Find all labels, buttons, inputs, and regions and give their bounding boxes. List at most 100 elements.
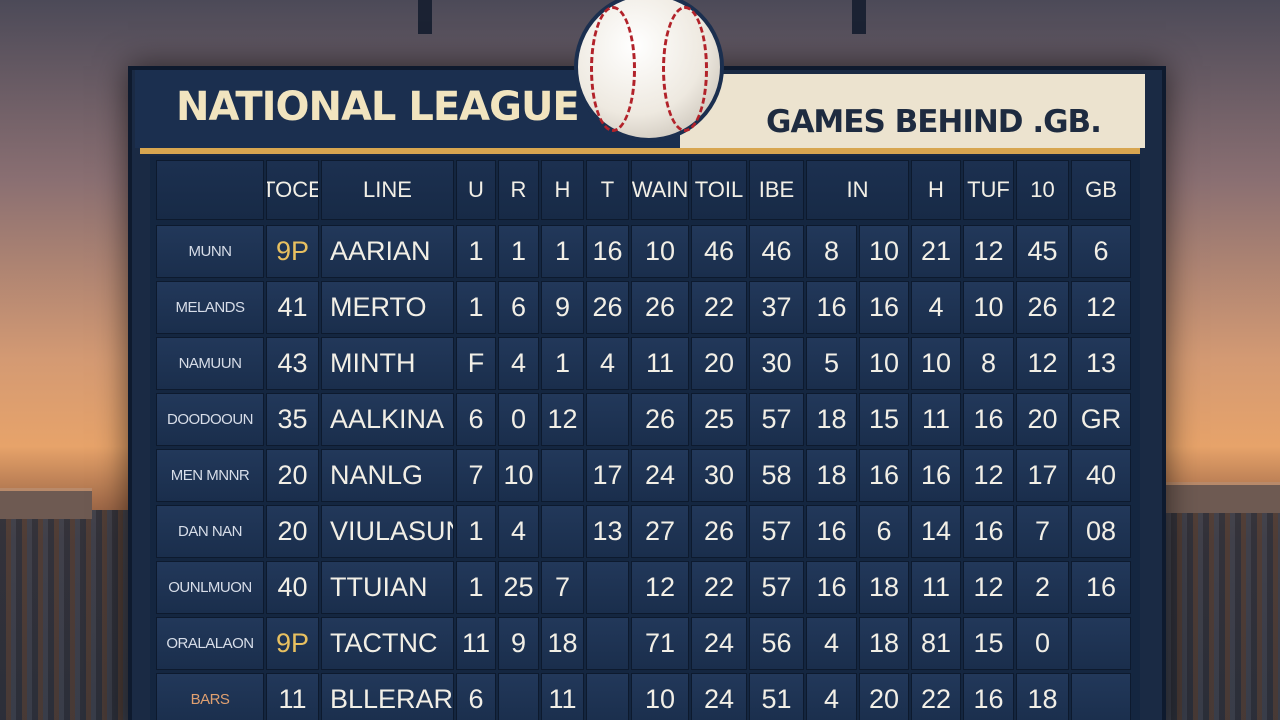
team-name: MELANDS xyxy=(156,281,264,334)
stat-cell: 16 xyxy=(963,505,1014,558)
stat-cell: 1 xyxy=(456,281,496,334)
stat-cell: 9P xyxy=(266,617,319,670)
roof-left xyxy=(0,488,92,519)
stat-cell: GR xyxy=(1071,393,1131,446)
seam xyxy=(662,6,708,132)
stat-cell: 08 xyxy=(1071,505,1131,558)
stat-cell: 18 xyxy=(541,617,584,670)
column-header: TOCE xyxy=(266,160,319,220)
stat-cell: 24 xyxy=(691,673,747,720)
stat-cell: 12 xyxy=(963,225,1014,278)
stat-cell: 16 xyxy=(806,281,857,334)
stat-cell: 25 xyxy=(498,561,539,614)
post xyxy=(852,0,866,34)
stat-cell: 0 xyxy=(498,393,539,446)
stat-cell: 14 xyxy=(911,505,961,558)
stat-cell: 10 xyxy=(631,225,689,278)
stat-cell: 13 xyxy=(586,505,629,558)
stat-cell: 10 xyxy=(963,281,1014,334)
team-line: MERTO xyxy=(321,281,454,334)
stat-cell: 56 xyxy=(749,617,804,670)
post xyxy=(418,0,432,34)
gold-trim xyxy=(140,148,1140,154)
stat-cell: 17 xyxy=(1016,449,1069,502)
stat-cell: 46 xyxy=(691,225,747,278)
stat-cell: 12 xyxy=(1016,337,1069,390)
stat-cell: 9P xyxy=(266,225,319,278)
stat-cell: 10 xyxy=(911,337,961,390)
stat-cell: 24 xyxy=(691,617,747,670)
stat-cell: 7 xyxy=(541,561,584,614)
stat-cell xyxy=(586,617,629,670)
stat-cell xyxy=(586,561,629,614)
team-line: MINTH xyxy=(321,337,454,390)
stat-cell: 20 xyxy=(266,505,319,558)
stat-cell: 22 xyxy=(691,561,747,614)
stat-cell: 1 xyxy=(456,505,496,558)
team-line: TACTNC xyxy=(321,617,454,670)
stat-cell: F xyxy=(456,337,496,390)
stat-cell: 20 xyxy=(691,337,747,390)
stat-cell: 6 xyxy=(456,393,496,446)
team-name: DOODOOUN xyxy=(156,393,264,446)
stat-cell: 16 xyxy=(806,505,857,558)
stat-cell: 40 xyxy=(1071,449,1131,502)
column-header: WAIN xyxy=(631,160,689,220)
stat-cell: 15 xyxy=(963,617,1014,670)
stat-cell: 1 xyxy=(456,561,496,614)
column-header: R xyxy=(498,160,539,220)
stat-cell: 1 xyxy=(541,225,584,278)
stat-cell: 26 xyxy=(631,393,689,446)
column-header: GB xyxy=(1071,160,1131,220)
team-line: AARIAN xyxy=(321,225,454,278)
stat-cell: 16 xyxy=(963,673,1014,720)
stat-cell: 37 xyxy=(749,281,804,334)
stat-cell: 81 xyxy=(911,617,961,670)
column-header: TOIL xyxy=(691,160,747,220)
stat-cell: 10 xyxy=(631,673,689,720)
stat-cell: 16 xyxy=(1071,561,1131,614)
stat-cell: 6 xyxy=(498,281,539,334)
stat-cell: 1 xyxy=(541,337,584,390)
team-line: BLLERAR xyxy=(321,673,454,720)
stat-cell: 20 xyxy=(266,449,319,502)
stat-cell: 27 xyxy=(631,505,689,558)
stat-cell: 16 xyxy=(806,561,857,614)
stat-cell: 22 xyxy=(691,281,747,334)
stat-cell: 4 xyxy=(586,337,629,390)
stat-cell: 26 xyxy=(1016,281,1069,334)
team-name: MEN MNNR xyxy=(156,449,264,502)
stat-cell: 4 xyxy=(806,617,857,670)
stands-right xyxy=(1155,510,1280,720)
stat-cell: 18 xyxy=(1016,673,1069,720)
stat-cell xyxy=(586,673,629,720)
stat-cell xyxy=(586,393,629,446)
stat-cell: 35 xyxy=(266,393,319,446)
stat-cell: 71 xyxy=(631,617,689,670)
stat-cell: 12 xyxy=(963,561,1014,614)
team-name: DAN NAN xyxy=(156,505,264,558)
stat-cell: 8 xyxy=(963,337,1014,390)
stat-cell: 18 xyxy=(806,393,857,446)
stat-cell: 16 xyxy=(963,393,1014,446)
stat-cell: 11 xyxy=(456,617,496,670)
stat-cell xyxy=(1071,617,1131,670)
stat-cell: 57 xyxy=(749,505,804,558)
column-header: TUF xyxy=(963,160,1014,220)
stat-cell: 11 xyxy=(631,337,689,390)
stat-cell: 16 xyxy=(859,449,909,502)
stat-cell xyxy=(498,673,539,720)
stat-cell: 12 xyxy=(1071,281,1131,334)
column-header: 10 xyxy=(1016,160,1069,220)
standings-table: TOCELINEURHTWAINTOILIBEINHTUF10GBMUNN9PA… xyxy=(150,156,1140,720)
stat-cell: 46 xyxy=(749,225,804,278)
stat-cell: 2 xyxy=(1016,561,1069,614)
stat-cell: 16 xyxy=(911,449,961,502)
stat-cell: 10 xyxy=(859,337,909,390)
stat-cell: 5 xyxy=(806,337,857,390)
stat-cell: 25 xyxy=(691,393,747,446)
stat-cell: 4 xyxy=(911,281,961,334)
stands-left xyxy=(0,510,130,720)
stat-cell: 17 xyxy=(586,449,629,502)
